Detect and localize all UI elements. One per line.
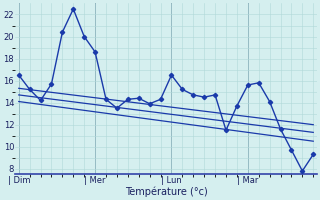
X-axis label: Température (°c): Température (°c) <box>124 186 207 197</box>
